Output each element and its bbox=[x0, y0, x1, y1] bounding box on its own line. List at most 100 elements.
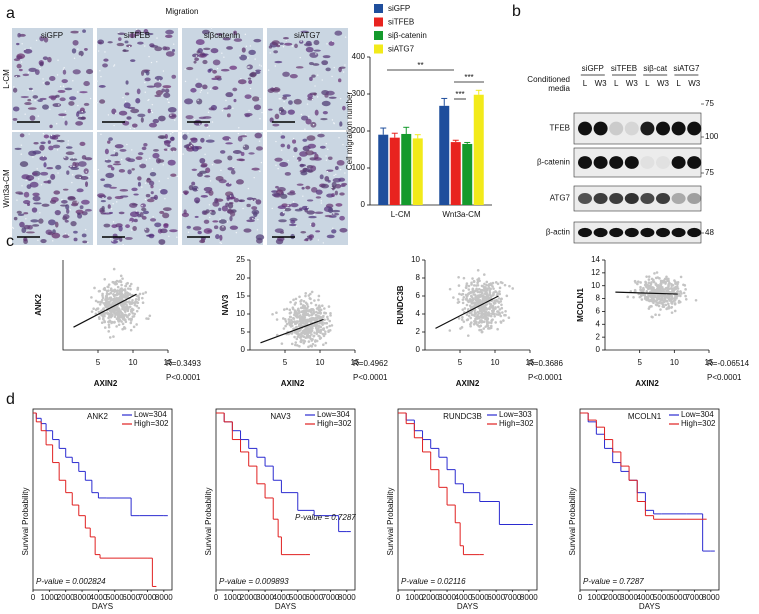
pore bbox=[12, 227, 15, 229]
cell bbox=[309, 76, 313, 82]
marker-label: 48 bbox=[705, 228, 714, 237]
scatter-cloud bbox=[133, 303, 137, 307]
pore bbox=[292, 137, 295, 140]
scatter-cloud bbox=[304, 294, 307, 298]
cell bbox=[38, 218, 44, 224]
pore bbox=[69, 209, 71, 211]
pore bbox=[309, 223, 312, 226]
cell bbox=[139, 163, 147, 169]
cell bbox=[157, 135, 167, 139]
legend-label: Low=304 bbox=[317, 410, 350, 419]
scatter-cloud bbox=[310, 333, 313, 336]
cell bbox=[27, 225, 33, 230]
pore bbox=[49, 108, 51, 110]
pore bbox=[85, 171, 87, 173]
cell bbox=[311, 74, 316, 78]
cell bbox=[195, 39, 205, 46]
scatter-cloud bbox=[318, 335, 321, 338]
y-axis-label: MCOLN1 bbox=[576, 288, 585, 322]
pore bbox=[156, 37, 158, 39]
cell bbox=[186, 225, 191, 229]
scatter-cloud bbox=[306, 319, 310, 322]
scatter-cloud bbox=[498, 290, 501, 293]
scatter-cloud bbox=[666, 279, 670, 283]
pore bbox=[197, 188, 199, 190]
scatter-cloud bbox=[468, 304, 472, 308]
scatter-cloud bbox=[285, 307, 289, 311]
legend-swatch bbox=[374, 17, 383, 27]
scatter-cloud bbox=[504, 313, 507, 317]
scatter-cloud bbox=[102, 302, 106, 305]
cell bbox=[129, 32, 136, 39]
pore bbox=[42, 82, 44, 84]
pore bbox=[333, 66, 335, 69]
cell bbox=[169, 229, 178, 233]
cell bbox=[295, 66, 304, 69]
scatter-cloud bbox=[661, 281, 665, 284]
cell bbox=[331, 209, 341, 213]
cell bbox=[307, 143, 317, 149]
scatter-cloud bbox=[462, 320, 466, 323]
scatter-cloud bbox=[653, 299, 657, 303]
pore bbox=[344, 64, 346, 66]
cell bbox=[229, 225, 239, 230]
scatter-cloud bbox=[646, 297, 649, 301]
scatter-cloud bbox=[306, 334, 310, 338]
scatter-cloud bbox=[488, 327, 492, 330]
cell bbox=[62, 234, 70, 239]
pore bbox=[283, 209, 286, 211]
scatter-cloud bbox=[135, 323, 138, 326]
scatter-cloud bbox=[476, 268, 480, 272]
cell bbox=[17, 33, 21, 38]
cell bbox=[185, 115, 194, 120]
cell bbox=[125, 224, 130, 229]
scatter-cloud bbox=[111, 280, 115, 284]
scatter-cloud bbox=[489, 304, 493, 307]
cell bbox=[276, 44, 281, 48]
pore bbox=[232, 166, 234, 169]
cell bbox=[198, 116, 207, 120]
band bbox=[656, 227, 670, 238]
cell bbox=[13, 58, 21, 62]
x-tick-label: 1000 bbox=[405, 593, 423, 602]
cell bbox=[319, 145, 326, 149]
scatter-cloud bbox=[474, 317, 477, 321]
cell bbox=[71, 48, 77, 54]
pore bbox=[287, 159, 289, 162]
cell bbox=[49, 76, 56, 81]
x-tick-label: 8000 bbox=[702, 593, 720, 602]
pore bbox=[295, 225, 298, 227]
band bbox=[624, 193, 639, 204]
pore bbox=[247, 66, 249, 68]
scatter-cloud bbox=[280, 342, 284, 345]
legend-label: High=302 bbox=[134, 419, 169, 428]
scatter-cloud bbox=[478, 315, 482, 318]
y-tick-label: 6 bbox=[596, 307, 601, 316]
scatter-cloud bbox=[511, 287, 515, 290]
scatter-cloud bbox=[116, 289, 120, 292]
cell bbox=[322, 55, 331, 59]
cell bbox=[144, 227, 150, 233]
cell bbox=[43, 36, 49, 43]
cell bbox=[165, 29, 174, 35]
y-tick-label: 15 bbox=[236, 291, 245, 300]
scatter-cloud bbox=[647, 287, 650, 291]
pore bbox=[36, 168, 38, 170]
cell bbox=[140, 70, 145, 76]
x-tick-label: 3000 bbox=[438, 593, 456, 602]
cell bbox=[81, 233, 87, 238]
x-tick-label: 15 bbox=[526, 358, 535, 367]
scatter-cloud bbox=[111, 313, 114, 317]
chart-title: NAV3 bbox=[270, 412, 291, 421]
scatter-cloud bbox=[462, 276, 466, 280]
scatter-cloud bbox=[469, 324, 472, 328]
scatter-cloud bbox=[496, 292, 500, 295]
scatter-cloud bbox=[310, 325, 314, 329]
y-tick-label: 6 bbox=[416, 291, 421, 300]
pore bbox=[204, 153, 206, 156]
pore bbox=[67, 234, 70, 236]
row-label: L-CM bbox=[2, 69, 11, 89]
scatter-cloud bbox=[113, 307, 116, 311]
cell bbox=[59, 97, 66, 102]
cell bbox=[299, 207, 303, 211]
